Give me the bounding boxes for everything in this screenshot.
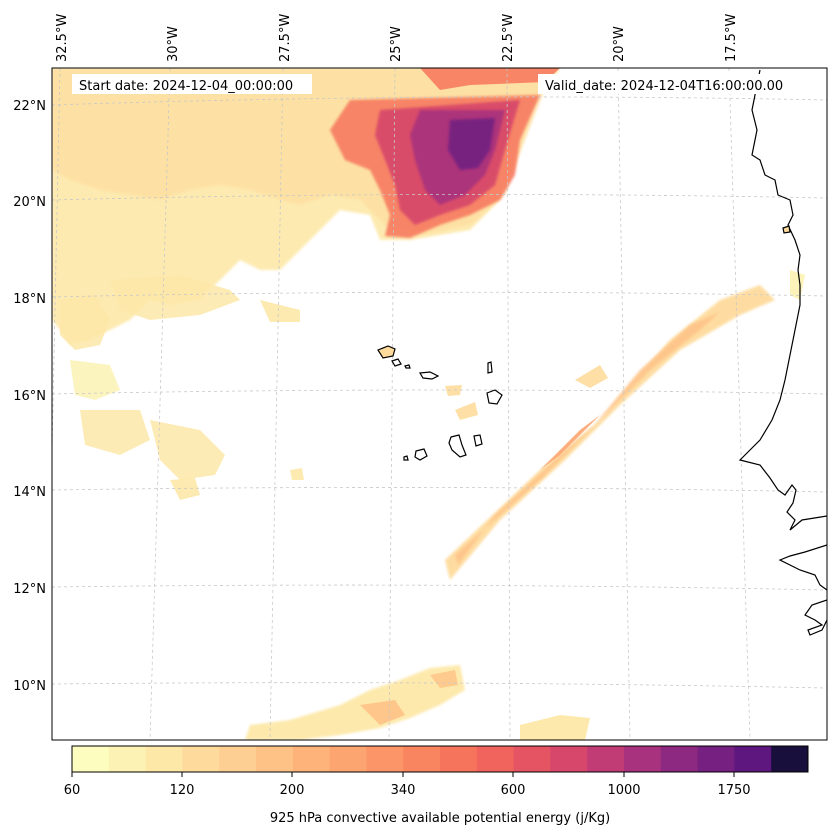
gridline-lon-17-5 [728,68,751,740]
lon-label-27-5w: 27.5°W [278,14,293,62]
colorbar-swatch [108,746,147,772]
colorbar-tick-label: 120 [170,783,195,798]
colorbar-swatch [587,746,625,772]
island-canary [782,225,791,234]
colorbar-swatch [697,746,735,772]
gridline-lon-30 [149,68,171,740]
lat-label-20n: 20°N [13,195,46,210]
colorbar-swatch [734,746,772,772]
colorbar-swatch [145,746,183,772]
gridline-lat-10 [52,682,827,689]
gridline-lat-18 [52,291,827,298]
graticule [52,68,827,740]
gridline-lat-22 [52,96,827,106]
gridline-lon-32-5 [52,68,61,472]
gridline-lat-12 [52,584,827,591]
island-maio [473,434,483,447]
lon-label-32-5w: 32.5°W [55,14,70,62]
island-sao-vicente [391,358,402,367]
island-sal [487,361,493,374]
colorbar-swatch [292,746,331,772]
colorbar-swatch [219,746,257,772]
lat-label-10n: 10°N [13,679,46,694]
island-brava [403,455,409,461]
colorbar-swatch [440,746,478,772]
lat-label-12n: 12°N [13,582,46,597]
colorbar-swatch [256,746,294,772]
colorbar-swatch [513,746,551,772]
colorbar-tick-label: 1750 [717,783,750,798]
colorbar-swatch [72,746,110,772]
colorbar-tick-label: 340 [391,783,416,798]
colorbar-title: 925 hPa convective available potential e… [270,811,610,826]
start-date-label: Start date: 2024-12-04_00:00:00 [79,79,293,94]
latitude-labels: 22°N 20°N 18°N 16°N 14°N 12°N 10°N [13,99,46,694]
island-sao-nicolau [418,371,440,380]
lat-label-16n: 16°N [13,389,46,404]
longitude-labels: 32.5°W 30°W 27.5°W 25°W 22.5°W 20°W 17.5… [55,14,739,62]
colorbar-tick-label: 200 [280,783,305,798]
gridline-lon-22-5 [506,68,511,740]
lon-label-30w: 30°W [166,26,181,62]
island-fogo [414,448,428,461]
gridline-lat-14 [52,487,827,493]
start-date-box [72,74,312,94]
lat-label-22n: 22°N [13,99,46,114]
cape-field [52,68,805,740]
colorbar-swatch [771,746,809,772]
colorbar-swatch [624,746,662,772]
colorbar-swatch [476,746,515,772]
colorbar-swatch [366,746,404,772]
gridline-lat-20 [52,194,827,201]
colorbar-tick-label: 1000 [607,783,640,798]
island-santiago [448,434,467,458]
valid-date-label: Valid_date: 2024-12-04T16:00:00.00 [545,79,783,94]
lon-label-22-5w: 22.5°W [501,14,516,62]
colorbar-frame [71,745,809,773]
colorbar [72,746,809,772]
gridline-lon-20 [617,68,631,740]
island-santo-antao [377,345,396,359]
colorbar-swatch [329,746,367,772]
coastlines [377,69,827,636]
gridline-lon-27-5 [269,68,284,740]
lon-label-20w: 20°W [612,26,627,62]
colorbar-swatch [660,746,699,772]
gridline-lat-16 [52,389,827,395]
lon-label-25w: 25°W [389,26,404,62]
gridline-lon-25 [388,68,396,740]
colorbar-swatch [403,746,441,772]
lon-label-17-5w: 17.5°W [724,14,739,62]
colorbar-tick-label: 60 [64,783,81,798]
colorbar-tick-labels: 60 120 200 340 600 1000 1750 [64,783,751,798]
colorbar-ticks [71,772,735,777]
lat-label-18n: 18°N [13,292,46,307]
island-boa-vista [486,389,503,405]
lat-label-14n: 14°N [13,485,46,500]
valid-date-box [538,74,808,94]
colorbar-swatch [550,746,588,772]
map-frame [51,67,828,741]
africa-coastline [738,69,827,636]
colorbar-tick-label: 600 [501,783,526,798]
colorbar-swatch [182,746,220,772]
island-santa-luzia [404,364,411,369]
